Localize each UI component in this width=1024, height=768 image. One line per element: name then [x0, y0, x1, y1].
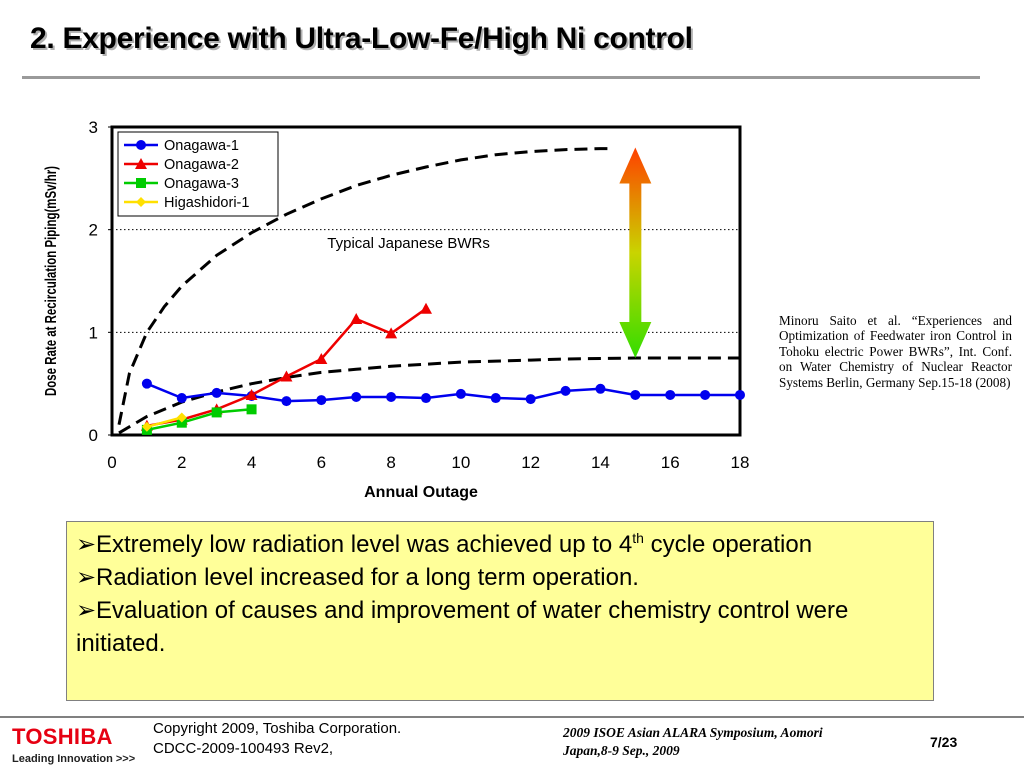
legend-marker-higashidori-1: [136, 197, 146, 207]
legend-label-onagawa-2: Onagawa-2: [164, 157, 239, 173]
data-point-onagawa-2: [350, 312, 363, 324]
x-tick-label: 12: [521, 453, 540, 472]
data-point-onagawa-1: [560, 385, 571, 396]
bullet-3: ➢Evaluation of causes and improvement of…: [76, 594, 925, 660]
data-point-higashidori-1: [141, 421, 152, 432]
x-tick-label: 2: [177, 453, 186, 472]
bullet-2-text: Radiation level increased for a long ter…: [96, 564, 639, 591]
data-point-onagawa-1: [316, 395, 327, 406]
data-point-onagawa-3: [246, 404, 257, 415]
data-point-onagawa-2: [420, 302, 432, 314]
x-tick-label: 14: [591, 453, 610, 472]
y-tick-label: 2: [89, 221, 98, 240]
data-point-onagawa-3: [211, 407, 222, 418]
data-point-onagawa-1: [455, 388, 466, 399]
y-tick-label: 1: [89, 323, 98, 342]
x-tick-label: 4: [247, 453, 256, 472]
legend-label-higashidori-1: Higashidori-1: [164, 195, 249, 211]
data-point-onagawa-1: [595, 383, 606, 394]
logo-tagline: Leading Innovation >>>: [12, 753, 136, 765]
x-tick-label: 0: [107, 453, 116, 472]
y-tick-label: 0: [89, 426, 98, 445]
data-point-onagawa-1: [735, 389, 745, 400]
data-point-onagawa-1: [176, 393, 187, 404]
double-arrow-icon: [619, 147, 652, 358]
data-point-onagawa-1: [630, 389, 641, 400]
symposium-line-1: 2009 ISOE Asian ALARA Symposium, Aomori: [563, 725, 823, 740]
symposium-line-2: Japan,8-9 Sep., 2009: [563, 743, 680, 758]
x-axis-label: Annual Outage: [364, 484, 478, 501]
copyright-line-1: Copyright 2009, Toshiba Corporation.: [153, 720, 402, 737]
title-divider: [22, 76, 980, 79]
bullet-1-tail: cycle operation: [643, 531, 813, 558]
bullet-3-text: Evaluation of causes and improvement of …: [76, 597, 849, 657]
page-number: 7/23: [930, 734, 958, 750]
x-tick-label: 18: [731, 453, 750, 472]
series-line-higashidori-1: [146, 416, 183, 429]
legend-marker-onagawa-2: [135, 158, 147, 169]
series-line-onagawa-1: [146, 382, 740, 403]
data-point-onagawa-1: [211, 387, 222, 398]
footer-divider: [0, 716, 1024, 718]
bullet-1-sup: th: [632, 530, 644, 546]
data-point-onagawa-1: [141, 378, 152, 389]
key-points-box: ➢Extremely low radiation level was achie…: [66, 521, 934, 701]
data-point-onagawa-1: [421, 393, 431, 404]
data-point-onagawa-1: [665, 389, 676, 400]
data-point-onagawa-1: [386, 392, 397, 403]
x-tick-label: 8: [386, 453, 395, 472]
x-tick-label: 10: [451, 453, 470, 472]
copyright-line-2: CDCC-2009-100493 Rev2,: [153, 740, 334, 757]
logo-wordmark: TOSHIBA: [12, 724, 113, 749]
data-point-onagawa-3: [176, 417, 187, 428]
data-point-onagawa-2: [315, 353, 328, 365]
data-point-higashidori-1: [176, 412, 187, 423]
x-tick-label: 16: [661, 453, 680, 472]
legend-marker-onagawa-3: [136, 178, 146, 188]
legend-label-onagawa-1: Onagawa-1: [164, 138, 239, 154]
x-tick-label: 6: [317, 453, 326, 472]
series-line-onagawa-3: [146, 408, 252, 432]
envelope-upper-curve: [117, 147, 608, 425]
y-axis-label: Dose Rate at Recirculation Piping(mSv/hr…: [43, 166, 60, 396]
legend-marker-onagawa-1: [136, 140, 146, 150]
data-point-onagawa-1: [700, 389, 711, 400]
bullet-arrow-icon: ➢: [76, 564, 97, 591]
slide-title: 2. Experience with Ultra-Low-Fe/High Ni …: [30, 22, 693, 55]
y-tick-label: 3: [89, 118, 98, 137]
toshiba-logo: TOSHIBA Leading Innovation >>>: [12, 724, 135, 765]
annotation-typical-bwrs: Typical Japanese BWRs: [327, 235, 490, 252]
data-point-onagawa-2: [385, 327, 398, 339]
bullet-arrow-icon: ➢: [76, 597, 97, 624]
symposium-block: 2009 ISOE Asian ALARA Symposium, Aomori …: [563, 724, 823, 760]
bullet-2: ➢Radiation level increased for a long te…: [76, 561, 925, 594]
data-point-onagawa-1: [525, 394, 536, 405]
bullet-1: ➢Extremely low radiation level was achie…: [76, 528, 925, 561]
bullet-arrow-icon: ➢: [76, 531, 97, 558]
citation-text: Minoru Saito et al. “Experiences and Opt…: [779, 313, 1012, 390]
data-point-onagawa-2: [245, 388, 258, 400]
data-point-onagawa-1: [351, 392, 362, 403]
data-point-onagawa-1: [490, 393, 501, 404]
data-point-onagawa-1: [281, 396, 292, 407]
copyright-block: Copyright 2009, Toshiba Corporation. CDC…: [153, 719, 401, 759]
bullet-1-text: Extremely low radiation level was achiev…: [96, 531, 633, 558]
data-point-onagawa-2: [280, 370, 293, 382]
legend-label-onagawa-3: Onagawa-3: [164, 176, 239, 192]
